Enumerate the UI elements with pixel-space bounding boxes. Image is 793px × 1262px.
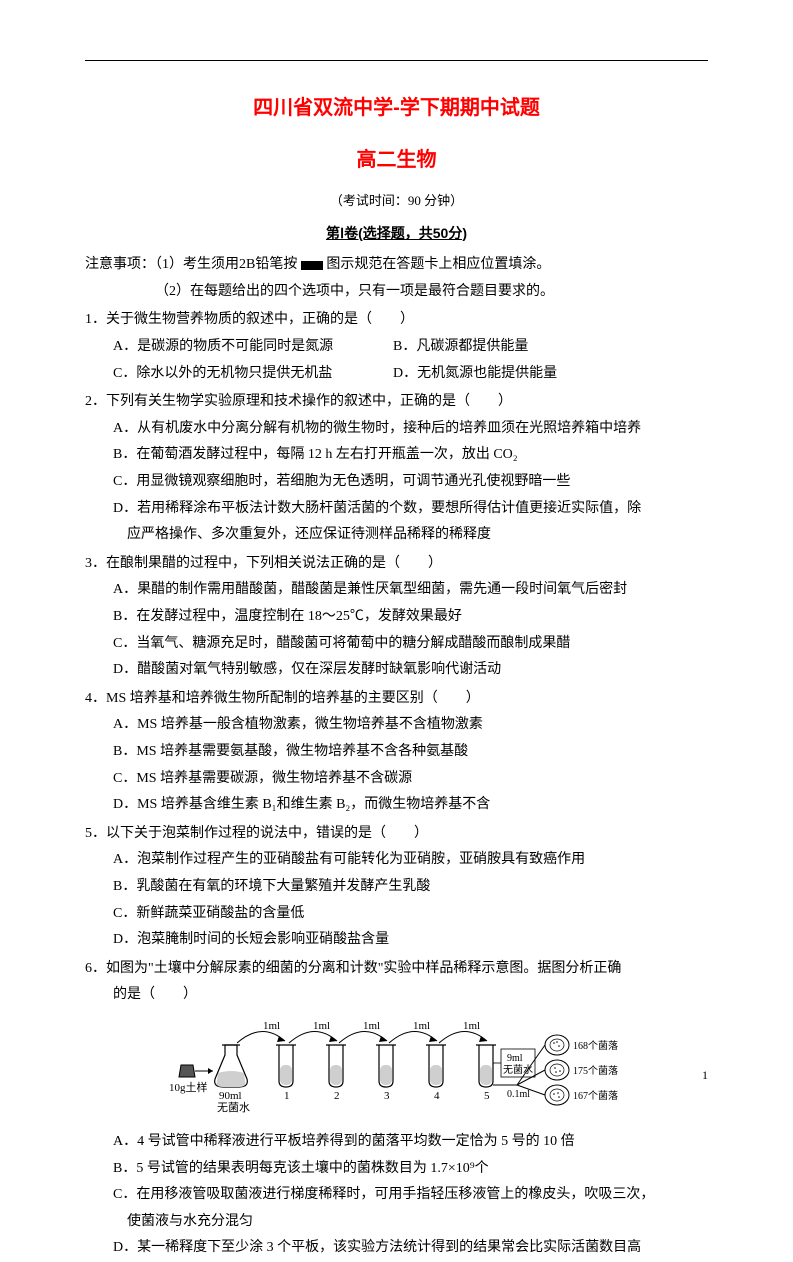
- q1-opt-d: D．无机氮源也能提供能量: [393, 361, 557, 388]
- q6-opt-c: C．在用移液管吸取菌液进行梯度稀释时，可用手指轻压移液管上的橡皮头，吹吸三次，: [85, 1182, 708, 1209]
- vol-2: 1ml: [313, 1020, 330, 1032]
- q6-opt-c2: 使菌液与水充分混匀: [85, 1209, 708, 1236]
- q3-opt-d: D．醋酸菌对氧气特别敏感，仅在深层发酵时缺氧影响代谢活动: [85, 657, 708, 684]
- vol-3: 1ml: [363, 1020, 380, 1032]
- question-5: 5．以下关于泡菜制作过程的说法中，错误的是（ ） A．泡菜制作过程产生的亚硝酸盐…: [85, 821, 708, 954]
- colony-3: 167个菌落: [573, 1090, 618, 1102]
- q2-opt-b: B．在葡萄酒发酵过程中，每隔 12 h 左右打开瓶盖一次，放出 CO₂: [85, 442, 708, 469]
- vol-1: 1ml: [263, 1020, 280, 1032]
- q2-opt-d: D．若用稀释涂布平板法计数大肠杆菌活菌的个数，要想所得估计值更接近实际值，除: [85, 496, 708, 523]
- q1-opt-c: C．除水以外的无机物只提供无机盐: [113, 361, 393, 388]
- question-3: 3．在酿制果醋的过程中，下列相关说法正确的是（ ） A．果醋的制作需用醋酸菌，醋…: [85, 551, 708, 684]
- notice-1-pre: 注意事项：（1）考生须用2B铅笔按: [85, 257, 301, 272]
- q2-opt-d2: 应严格操作、多次重复外，还应保证待测样品稀释的稀释度: [85, 522, 708, 549]
- soil-label: 10g土样: [169, 1080, 208, 1094]
- fill-mark-icon: [301, 261, 323, 270]
- colony-1: 168个菌落: [573, 1040, 618, 1052]
- tube-5: [476, 1045, 496, 1087]
- flask-icon: [214, 1045, 247, 1087]
- vol-5: 1ml: [463, 1020, 480, 1032]
- tube5-vol: 9ml: [507, 1053, 523, 1064]
- tube-2-label: 2: [334, 1090, 340, 1102]
- section-header: 第Ⅰ卷(选择题，共50分): [85, 220, 708, 247]
- q5-opt-c: C．新鲜蔬菜亚硝酸盐的含量低: [85, 901, 708, 928]
- q6-opt-d: D．某一稀释度下至少涂 3 个平板，该实验方法统计得到的结果常会比实际活菌数目高: [85, 1235, 708, 1262]
- q4-opt-c: C．MS 培养基需要碳源，微生物培养基不含碳源: [85, 766, 708, 793]
- q4-opt-d: D．MS 培养基含维生素 B₁和维生素 B₂，而微生物培养基不含: [85, 792, 708, 819]
- colony-2: 175个菌落: [573, 1065, 618, 1077]
- tube-1: [276, 1045, 296, 1087]
- question-1: 1．关于微生物营养物质的叙述中，正确的是（ ） A．是碳源的物质不可能同时是氮源…: [85, 307, 708, 387]
- q1-stem: 1．关于微生物营养物质的叙述中，正确的是（ ）: [85, 307, 708, 334]
- subject-title: 高二生物: [85, 141, 708, 179]
- main-title: 四川省双流中学-学下期期中试题: [85, 89, 708, 127]
- tube5-water: 无菌水: [503, 1064, 533, 1076]
- soil-icon: [179, 1065, 195, 1077]
- q4-opt-a: A．MS 培养基一般含植物激素，微生物培养基不含植物激素: [85, 712, 708, 739]
- q5-opt-d: D．泡菜腌制时间的长短会影响亚硝酸盐含量: [85, 927, 708, 954]
- question-4: 4．MS 培养基和培养微生物所配制的培养基的主要区别（ ） A．MS 培养基一般…: [85, 686, 708, 819]
- q5-stem: 5．以下关于泡菜制作过程的说法中，错误的是（ ）: [85, 821, 708, 848]
- tube-4-label: 4: [434, 1090, 440, 1102]
- plate-vol: 0.1ml: [507, 1089, 530, 1100]
- q2-opt-c: C．用显微镜观察细胞时，若细胞为无色透明，可调节通光孔使视野暗一些: [85, 469, 708, 496]
- q3-opt-c: C．当氧气、糖源充足时，醋酸菌可将葡萄中的糖分解成醋酸而酿制成果醋: [85, 631, 708, 658]
- q5-opt-a: A．泡菜制作过程产生的亚硝酸盐有可能转化为亚硝胺，亚硝胺具有致癌作用: [85, 847, 708, 874]
- flask-water: 无菌水: [217, 1101, 250, 1114]
- q1-opt-b: B．凡碳源都提供能量: [393, 334, 528, 361]
- q3-opt-a: A．果醋的制作需用醋酸菌，醋酸菌是兼性厌氧型细菌，需先通一段时间氧气后密封: [85, 577, 708, 604]
- tube-1-label: 1: [284, 1090, 290, 1102]
- q6-opt-b: B．5 号试管的结果表明每克该土壤中的菌株数目为 1.7×10⁹个: [85, 1156, 708, 1183]
- exam-time: （考试时间：90 分钟）: [85, 189, 708, 214]
- q6-stem: 6．如图为"土壤中分解尿素的细菌的分离和计数"实验中样品稀释示意图。据图分析正确: [85, 956, 708, 983]
- question-6: 6．如图为"土壤中分解尿素的细菌的分离和计数"实验中样品稀释示意图。据图分析正确…: [85, 956, 708, 1262]
- vol-4: 1ml: [413, 1020, 430, 1032]
- plate-2: [545, 1060, 569, 1080]
- q6-stem2: 的是（ ）: [85, 982, 708, 1009]
- q2-stem: 2．下列有关生物学实验原理和技术操作的叙述中，正确的是（ ）: [85, 389, 708, 416]
- q1-opt-a: A．是碳源的物质不可能同时是氮源: [113, 334, 393, 361]
- q4-stem: 4．MS 培养基和培养微生物所配制的培养基的主要区别（ ）: [85, 686, 708, 713]
- plate-1: [545, 1035, 569, 1055]
- tube-3-label: 3: [384, 1090, 390, 1102]
- tube-4: [426, 1045, 446, 1087]
- notice-line-1: 注意事项：（1）考生须用2B铅笔按 图示规范在答题卡上相应位置填涂。: [85, 252, 708, 279]
- tube-2: [326, 1045, 346, 1087]
- tube-5-label: 5: [484, 1090, 490, 1102]
- q3-stem: 3．在酿制果醋的过程中，下列相关说法正确的是（ ）: [85, 551, 708, 578]
- notice-1-post: 图示规范在答题卡上相应位置填涂。: [323, 257, 551, 272]
- question-2: 2．下列有关生物学实验原理和技术操作的叙述中，正确的是（ ） A．从有机废水中分…: [85, 389, 708, 549]
- tube-3: [376, 1045, 396, 1087]
- page-number: 1: [702, 1064, 708, 1087]
- flask-vol: 90ml: [219, 1090, 242, 1102]
- q5-opt-b: B．乳酸菌在有氧的环境下大量繁殖并发酵产生乳酸: [85, 874, 708, 901]
- dilution-diagram: 10g土样 90ml 无菌水 1ml 1ml 1ml 1ml 1ml: [85, 1015, 708, 1125]
- notice-line-2: （2）在每题给出的四个选项中，只有一项是最符合题目要求的。: [85, 279, 708, 306]
- q6-opt-a: A．4 号试管中稀释液进行平板培养得到的菌落平均数一定恰为 5 号的 10 倍: [85, 1129, 708, 1156]
- q3-opt-b: B．在发酵过程中，温度控制在 18～25℃，发酵效果最好: [85, 604, 708, 631]
- q2-opt-a: A．从有机废水中分离分解有机物的微生物时，接种后的培养皿须在光照培养箱中培养: [85, 416, 708, 443]
- plate-3: [545, 1085, 569, 1105]
- q4-opt-b: B．MS 培养基需要氨基酸，微生物培养基不含各种氨基酸: [85, 739, 708, 766]
